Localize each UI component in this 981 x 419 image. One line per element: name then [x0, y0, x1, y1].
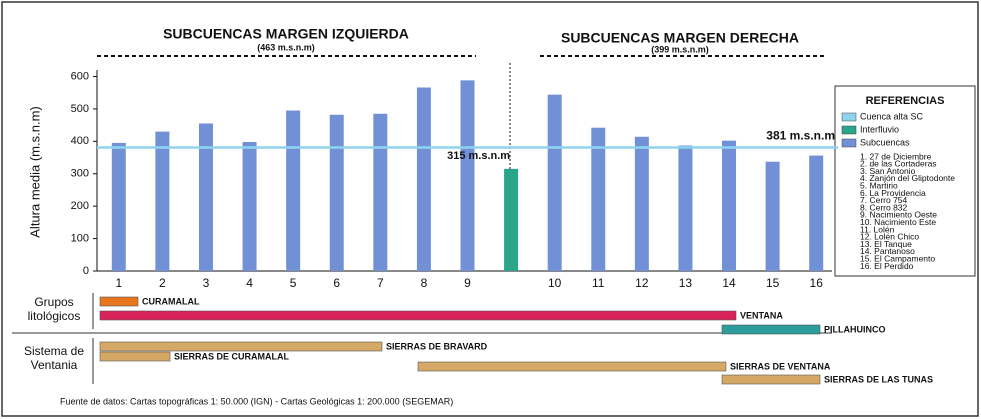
- bar: [155, 131, 170, 271]
- section-label: Sistema de: [24, 344, 84, 358]
- y-tick-label: 0: [83, 265, 89, 277]
- source: Fuente de datos: Cartas topográficas 1: …: [60, 396, 453, 406]
- y-tick-label: 300: [71, 168, 89, 180]
- legend-item: 9. Nacimiento Oeste: [860, 210, 937, 220]
- x-tick-label: 5: [290, 276, 297, 290]
- bar: [722, 140, 737, 271]
- x-tick-label: 4: [246, 276, 253, 290]
- legend-item: 14. Pantanoso: [860, 246, 915, 256]
- legend-box: [834, 85, 976, 277]
- unit-label: SIERRAS DE BRAVARD: [386, 341, 488, 351]
- unit-bar: [99, 310, 737, 321]
- bar: [416, 87, 431, 271]
- bar: [809, 155, 824, 271]
- y-tick-label: 100: [71, 232, 89, 244]
- unit-label: SIERRAS DE CURAMALAL: [174, 351, 290, 361]
- legend-item: 13. El Tanque: [860, 239, 912, 249]
- bar: [591, 127, 606, 271]
- bar: [329, 114, 344, 271]
- bar: [198, 123, 213, 271]
- x-tick-label: 12: [635, 276, 649, 290]
- reference-label: 381 m.s.n.m: [766, 129, 835, 143]
- x-tick-label: 3: [203, 276, 210, 290]
- y-tick-label: 600: [71, 70, 89, 82]
- y-axis-label: Altura media (m.s.n.m): [27, 106, 42, 237]
- bar: [242, 141, 257, 271]
- x-tick-label: 8: [421, 276, 428, 290]
- legend-item: 11. Lolén: [860, 224, 895, 234]
- header-right-sub: (399 m.s.n.m): [651, 44, 709, 54]
- legend-item: 7. Cerro 754: [860, 195, 908, 205]
- legend-item: 3. San Antonio: [860, 166, 916, 176]
- unit-bar: [99, 351, 171, 362]
- legend-item: 8. Cerro 832: [860, 202, 908, 212]
- legend-item: 5. Martirio: [860, 180, 898, 190]
- legend-swatch: [841, 138, 857, 148]
- unit-label: CURAMALAL: [142, 296, 200, 306]
- unit-bar: [99, 341, 383, 352]
- unit-label: SIERRAS DE LAS TUNAS: [824, 374, 933, 384]
- x-tick-label: 13: [679, 276, 693, 290]
- legend-item: 2. de las Cortaderas: [860, 159, 937, 169]
- x-tick-label: 6: [333, 276, 340, 290]
- bar: [504, 168, 519, 271]
- y-tick-label: 500: [71, 103, 89, 115]
- x-tick-label: 7: [377, 276, 384, 290]
- bar: [547, 94, 562, 272]
- x-tick-label: 14: [722, 276, 736, 290]
- legend-label: Subcuencas: [860, 137, 910, 147]
- unit-label: PILLAHUINCO: [824, 324, 886, 334]
- section-label: Ventania: [31, 358, 78, 372]
- legend-item: 6. La Providencia: [860, 188, 926, 198]
- bar: [460, 80, 475, 271]
- legend-item: 16. El Perdido: [860, 261, 914, 271]
- bar: [111, 142, 126, 271]
- x-tick-label: 9: [464, 276, 471, 290]
- unit-bar: [721, 324, 821, 335]
- header-left: SUBCUENCAS MARGEN IZQUIERDA: [163, 26, 409, 42]
- x-tick-label: 2: [159, 276, 166, 290]
- legend-label: Interfluvio: [860, 124, 899, 134]
- legend-item: 4. Zanjón del Gliptodonte: [860, 173, 955, 183]
- x-tick-label: 11: [592, 276, 605, 290]
- unit-bar: [721, 374, 821, 385]
- bar: [765, 161, 780, 271]
- x-tick-label: 15: [766, 276, 780, 290]
- legend-item: 12. Lolén Chico: [860, 232, 919, 242]
- legend-swatch: [841, 125, 857, 135]
- legend-label: Cuenca alta SC: [860, 111, 924, 121]
- unit-bar: [99, 296, 139, 307]
- value-label: 315 m.s.n.m: [447, 150, 510, 162]
- header-left-sub: (463 m.s.n.m): [257, 42, 315, 52]
- bar: [634, 136, 649, 271]
- legend-title: REFERENCIAS: [866, 95, 945, 107]
- legend-item: 10. Nacimiento Este: [860, 217, 936, 227]
- legend-swatch: [841, 112, 857, 122]
- section-label: litológicos: [28, 309, 81, 323]
- unit-label: SIERRAS DE VENTANA: [730, 361, 831, 371]
- y-tick-label: 200: [71, 200, 89, 212]
- y-tick-label: 400: [71, 135, 89, 147]
- bar: [373, 113, 388, 271]
- bar: [286, 110, 301, 271]
- bar: [678, 145, 693, 271]
- section-label: Grupos: [34, 295, 73, 309]
- legend-item: 1. 27 de Diciembre: [860, 151, 932, 161]
- legend-item: 15. El Campamento: [860, 253, 935, 263]
- x-tick-label: 1: [115, 276, 122, 290]
- unit-label: VENTANA: [740, 310, 783, 320]
- header-right: SUBCUENCAS MARGEN DERECHA: [561, 30, 799, 46]
- unit-bar: [417, 361, 727, 372]
- x-tick-label: 10: [548, 276, 562, 290]
- x-tick-label: 16: [810, 276, 824, 290]
